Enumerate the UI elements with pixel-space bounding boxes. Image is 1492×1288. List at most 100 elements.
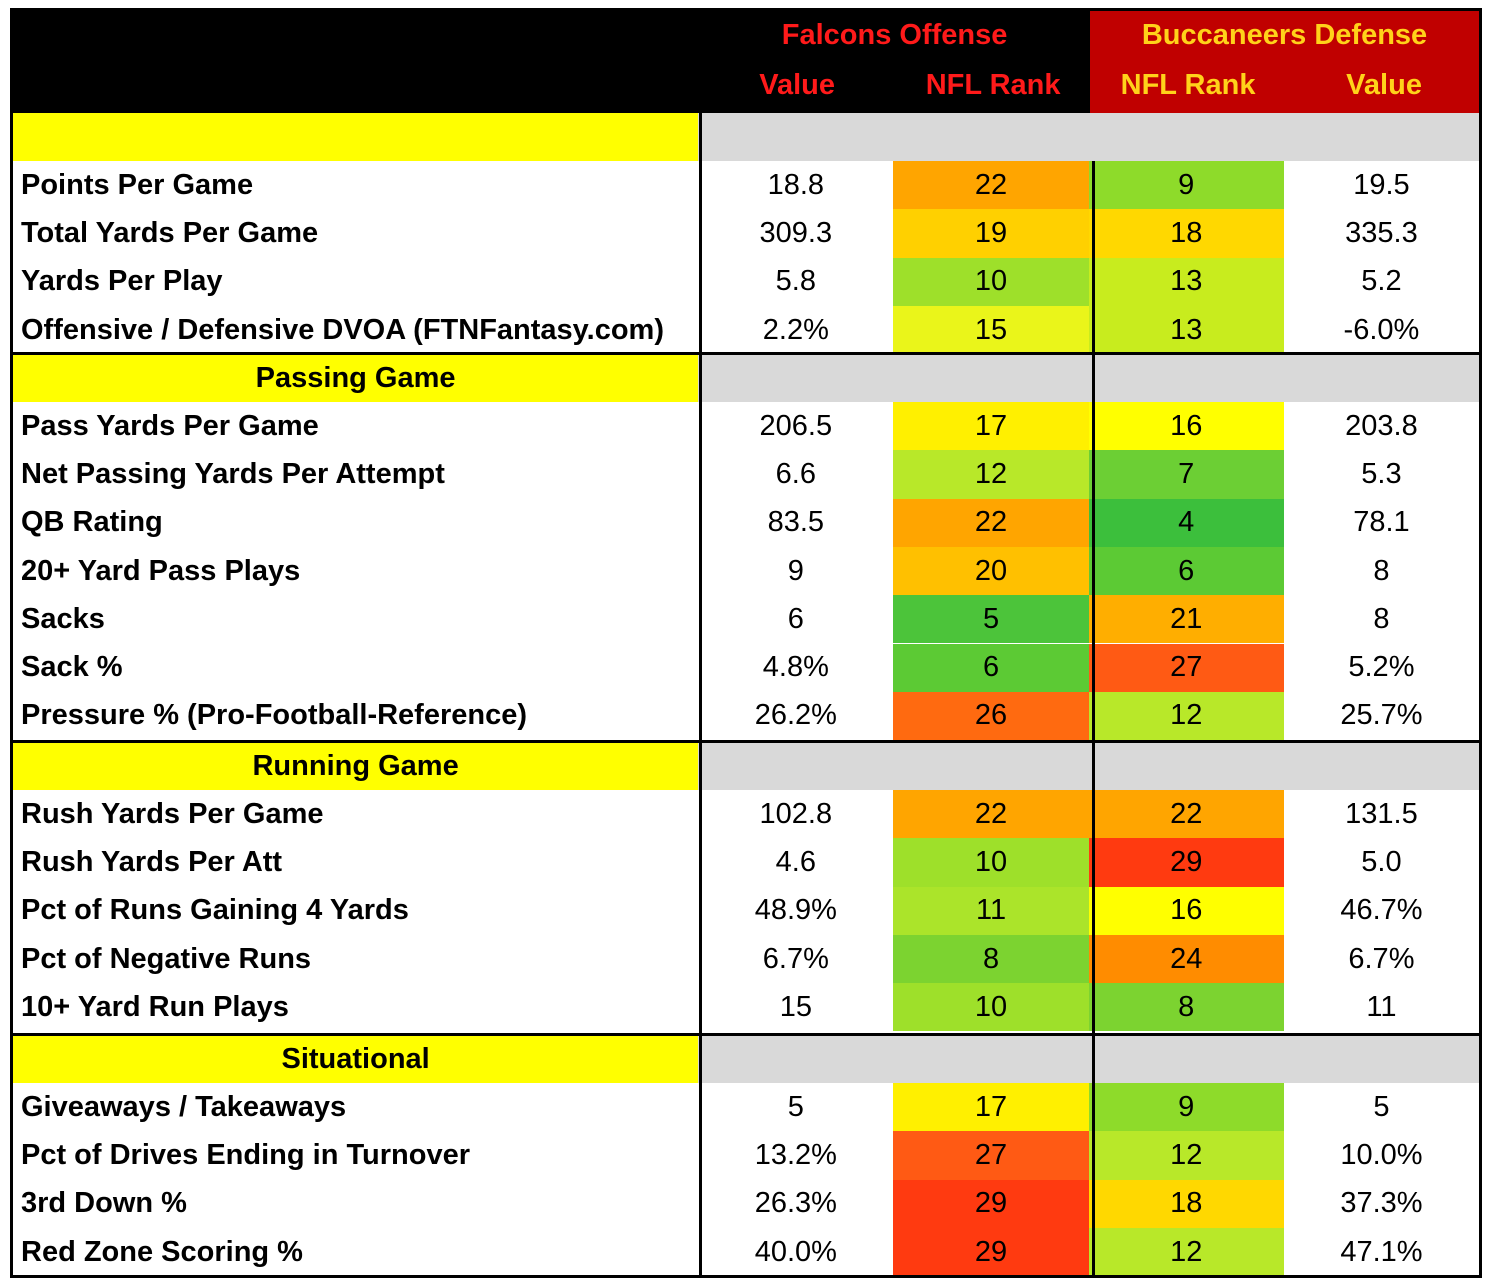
defense-value: 131.5: [1345, 797, 1418, 830]
section-divider: [13, 352, 1479, 355]
offense-value: 206.5: [759, 409, 833, 442]
defense-rank: 29: [1088, 838, 1284, 887]
table-row: Offensive / Defensive DVOA (FTNFantasy.c…: [13, 305, 1479, 355]
defense-rank: 4: [1088, 498, 1284, 547]
defense-rank: 13: [1088, 305, 1284, 355]
section-title: Situational: [13, 1035, 699, 1083]
section-gray-band: [698, 354, 1479, 402]
defense-rank: 12: [1088, 1131, 1284, 1180]
offense-value: 5.8: [775, 265, 816, 298]
offense-value: 5: [787, 1090, 804, 1123]
metric-label: Sack %: [21, 651, 123, 684]
defense-value: 335.3: [1345, 216, 1418, 249]
metric-label: Points Per Game: [21, 168, 254, 201]
metric-label: Red Zone Scoring %: [21, 1235, 303, 1268]
section-divider: [13, 1033, 1479, 1036]
defense-value: 6.7%: [1348, 942, 1415, 975]
table-row: Pct of Runs Gaining 4 Yards 48.9% 11 16 46.7…: [13, 886, 1479, 935]
defense-rank: 7: [1088, 450, 1284, 499]
metric-label: Pass Yards Per Game: [21, 409, 319, 442]
defense-rank: 12: [1088, 691, 1284, 741]
section-gray-band: [698, 1035, 1479, 1083]
section-title: Running Game: [13, 742, 699, 790]
metric-label: Total Yards Per Game: [21, 216, 319, 249]
metric-label: Rush Yards Per Game: [21, 797, 324, 830]
offense-rank: 29: [893, 1179, 1089, 1228]
table-row: Giveaways / Takeaways 5 17 9 5: [13, 1083, 1479, 1132]
offense-value: 6.6: [775, 457, 816, 490]
metric-label: QB Rating: [21, 506, 163, 539]
defense-value: 203.8: [1345, 409, 1418, 442]
offense-value: 15: [779, 990, 812, 1023]
defense-value: 78.1: [1353, 506, 1410, 539]
defense-rank: 6: [1088, 546, 1284, 596]
defense-rank: 16: [1088, 886, 1284, 935]
offense-value: 26.2%: [754, 699, 837, 732]
defense-rank: 9: [1088, 1083, 1284, 1132]
offense-rank: 22: [893, 498, 1089, 547]
defense-value: 8: [1373, 602, 1390, 635]
offense-value: 48.9%: [754, 894, 837, 927]
section-gray-band: [698, 742, 1479, 790]
metric-label: Pct of Negative Runs: [21, 942, 312, 975]
table-row: Net Passing Yards Per Attempt 6.6 12 7 5.3: [13, 450, 1479, 499]
section-header-row: Passing Game: [13, 354, 1479, 402]
offense-value: 13.2%: [754, 1138, 837, 1171]
table-row: Pass Yards Per Game 206.5 17 16 203.8: [13, 402, 1479, 451]
metric-label: Pct of Drives Ending in Turnover: [21, 1138, 471, 1171]
defense-value: 19.5: [1353, 168, 1410, 201]
table-row: Sacks 6 5 21 8: [13, 595, 1479, 644]
defense-rank: 12: [1088, 1227, 1284, 1275]
offense-rank: 10: [893, 983, 1089, 1032]
section-title: Passing Game: [13, 354, 699, 402]
offense-rank: 29: [893, 1227, 1089, 1275]
offense-rank: 12: [893, 450, 1089, 499]
offense-value-label: Value: [759, 69, 836, 101]
metric-label: Yards Per Play: [21, 265, 223, 298]
table-row: 10+ Yard Run Plays 15 10 8 11: [13, 983, 1479, 1032]
metric-label: Giveaways / Takeaways: [21, 1090, 347, 1123]
defense-value: 5.2%: [1348, 651, 1415, 684]
table-row: 3rd Down % 26.3% 29 18 37.3%: [13, 1179, 1479, 1228]
offense-rank: 26: [893, 691, 1089, 741]
table-row: Pct of Drives Ending in Turnover 13.2% 27 1…: [13, 1131, 1479, 1180]
metric-label: 10+ Yard Run Plays: [21, 990, 289, 1023]
offense-value: 18.8: [767, 168, 825, 201]
table-row: Rush Yards Per Game 102.8 22 22 131.5: [13, 790, 1479, 839]
section-gray-band: [698, 113, 1479, 161]
defense-value: 46.7%: [1340, 894, 1423, 927]
offense-value: 83.5: [767, 506, 825, 539]
comparison-table: Falcons Offense Value NFL Rank Buccaneer…: [10, 8, 1482, 1278]
table-row: Total Yards Per Game 309.3 19 18 335.3: [13, 209, 1479, 258]
offense-rank: 19: [893, 209, 1089, 258]
offense-value: 4.8%: [762, 651, 829, 684]
offense-defense-border: [1092, 161, 1095, 1275]
table-row: Yards Per Play 5.8 10 13 5.2: [13, 257, 1479, 306]
table-row: Sack % 4.8% 6 27 5.2%: [13, 643, 1479, 692]
offense-rank: 5: [893, 595, 1089, 644]
section-divider: [13, 740, 1479, 743]
defense-rank: 21: [1088, 595, 1284, 644]
metric-label: Offensive / Defensive DVOA (FTNFantasy.c…: [21, 313, 664, 346]
offense-rank: 8: [893, 934, 1089, 984]
offense-value: 2.2%: [762, 313, 829, 346]
defense-value: 10.0%: [1340, 1138, 1423, 1171]
offense-value: 40.0%: [754, 1235, 837, 1268]
defense-value: 5.3: [1361, 457, 1402, 490]
defense-rank-label: NFL Rank: [1120, 69, 1256, 101]
offense-rank: 10: [893, 838, 1089, 887]
defense-rank: 22: [1088, 790, 1284, 839]
defense-value: 37.3%: [1340, 1187, 1423, 1220]
label-column-border: [699, 113, 702, 1275]
offense-rank: 17: [893, 1083, 1089, 1132]
table-row: Rush Yards Per Att 4.6 10 29 5.0: [13, 838, 1479, 887]
defense-header: Buccaneers Defense NFL Rank Value: [1090, 11, 1479, 113]
defense-rank: 27: [1088, 643, 1284, 692]
defense-title: Buccaneers Defense: [1141, 19, 1428, 51]
table-row: Pressure % (Pro-Football-Reference) 26.2%…: [13, 691, 1479, 741]
offense-value: 4.6: [775, 845, 816, 878]
metric-label: Sacks: [21, 602, 105, 635]
defense-rank: 18: [1088, 209, 1284, 258]
offense-rank: 15: [893, 305, 1089, 355]
offense-rank: 22: [893, 161, 1089, 210]
